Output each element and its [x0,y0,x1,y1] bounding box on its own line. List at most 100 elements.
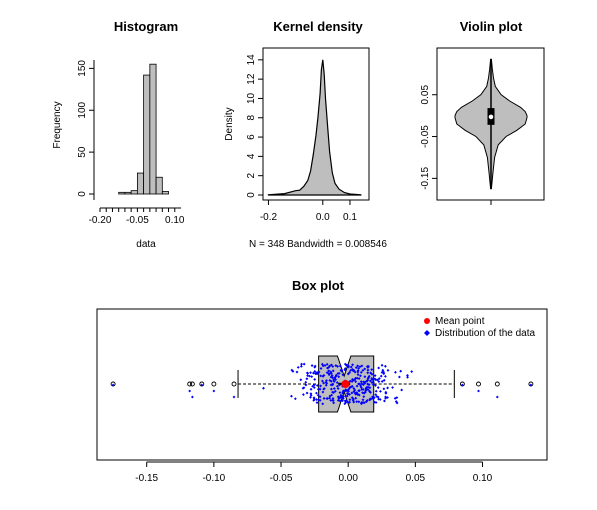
boxplot-panel: Box plot -0.15 -0.10 -0.05 0.00 0.05 0.10 Mea… [96,278,548,484]
density-x-tick-label: -0.2 [260,212,278,223]
boxplot-data-point [319,367,323,370]
boxplot-data-point [362,395,366,399]
histogram-y-tick-label: 150 [77,60,88,77]
boxplot-data-point [361,368,365,372]
boxplot-data-point [327,369,331,373]
boxplot-data-point [366,382,370,386]
histogram-bar [155,176,163,195]
density-y-tick-label: 2 [246,172,257,178]
boxplot-data-point [356,370,360,374]
boxplot-data-point [357,377,361,380]
boxplot-data-point [358,389,361,393]
boxplot-outlier [494,381,500,387]
legend-mean-marker [424,318,430,324]
boxplot-data-point [368,386,372,390]
boxplot-data-point [366,368,370,372]
boxplot-data-point [331,398,335,402]
boxplot-outlier-point [529,383,533,387]
boxplot-outlier-point [190,395,194,399]
boxplot-data-point [373,400,376,404]
boxplot-data-point [394,400,398,403]
boxplot-data-point [383,364,387,368]
violin-y-tick-label: -0.15 [420,167,431,190]
boxplot-data-point [369,397,373,401]
boxplot-data-point [352,400,356,404]
boxplot-data-point [305,391,309,395]
violin-title: Violin plot [460,19,523,34]
boxplot-data-point [344,400,348,404]
boxplot-data-point [343,368,347,372]
boxplot-data-point [299,378,303,382]
boxplot-data-point [321,379,324,383]
violin-panel: Violin plot -0.15 -0.05 0.05 [420,19,545,205]
density-y-tick-label: 10 [246,92,257,104]
density-curve [267,59,362,196]
boxplot-plot-box [96,308,548,461]
boxplot-data-point [354,366,358,370]
histogram-panel: Histogram 0 50 100 150 -0.20 -0.05 0.10 data F… [52,19,185,250]
boxplot-data-point [357,366,361,370]
boxplot-data-point [378,398,382,401]
boxplot-data-point [406,375,409,379]
boxplot-data-point [291,369,295,373]
boxplot-data-point [338,391,342,395]
density-y-tick-label: 12 [246,73,257,85]
boxplot-data-point [349,365,353,369]
boxplot-data-point [370,378,374,382]
density-y-tick-label: 8 [246,115,257,121]
boxplot-data-point [361,398,365,402]
boxplot-data-point [356,364,360,368]
boxplot-data-point [379,389,382,393]
boxplot-data-point [395,396,399,400]
boxplot-data-point [363,367,367,371]
boxplot-data-point [368,379,372,383]
boxplot-data-point [354,380,358,383]
violin-median-point [488,114,494,120]
boxplot-data-point [366,388,370,391]
boxplot-data-point [325,362,329,366]
density-x-label: N = 348 Bandwidth = 0.008546 [249,239,387,250]
boxplot-data-point [310,364,314,367]
boxplot-data-point [337,383,341,387]
boxplot-data-point [354,396,358,400]
boxplot-data-point [337,371,341,375]
violin-y-tick-label: 0.05 [420,85,431,105]
boxplot-legend: Mean point Distribution of the data [424,316,535,339]
boxplot-data-point [328,394,332,398]
boxplot-data-point [370,368,374,372]
boxplot-data-point [376,378,380,382]
density-plot-box [262,47,370,201]
boxplot-data-point [305,377,309,381]
boxplot-data-point [309,371,312,375]
density-x-tick-label: 0.1 [343,212,357,223]
boxplot-data-point [335,384,339,388]
boxplot-data-point [325,397,329,400]
density-y-tick-label: 0 [246,192,257,198]
boxplot-data-point [342,395,346,398]
boxplot-data-point [337,375,341,379]
legend-mean-label: Mean point [435,316,485,327]
boxplot-x-tick-label: -0.10 [202,473,225,484]
boxplot-data-point [380,380,384,383]
boxplot-data-point [370,381,374,384]
boxplot-data-point [309,387,313,391]
boxplot-data-point [348,385,352,389]
boxplot-data-point [377,380,381,384]
boxplot-data-point [399,369,403,373]
boxplot-data-point [386,396,389,399]
boxplot-data-point [334,364,338,367]
boxplot-data-point [336,387,340,390]
boxplot-data-point [319,384,323,388]
boxplot-data-point [290,394,293,398]
histogram-bar [118,191,126,195]
boxplot-data-point [366,366,370,369]
boxplot-data-point [351,369,355,373]
boxplot-data-point [329,398,333,402]
boxplot-data-point [334,374,338,378]
boxplot-outlier-point [460,383,464,387]
boxplot-data-point [348,400,352,404]
boxplot-data-point [328,378,332,382]
boxplot-x-tick-label: 0.00 [338,473,358,484]
boxplot-x-tick-label: 0.05 [406,473,426,484]
boxplot-data-point [363,391,366,395]
